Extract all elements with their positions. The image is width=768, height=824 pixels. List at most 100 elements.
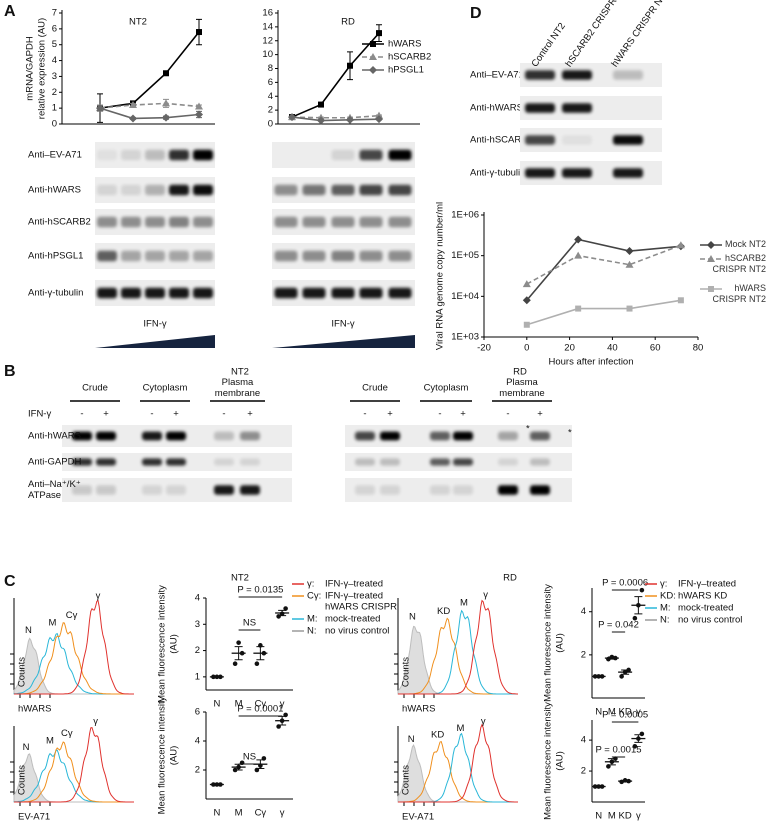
curve-label: N <box>25 625 32 636</box>
blot-band <box>359 287 383 299</box>
error-bar <box>607 758 616 766</box>
histogram-curve <box>14 741 134 803</box>
blot-band <box>302 216 326 228</box>
blot-band <box>525 103 555 113</box>
blot-band <box>388 287 412 299</box>
blot-band <box>145 216 165 228</box>
y-tick-label: 14 <box>262 21 273 32</box>
point <box>632 744 638 749</box>
blot-band <box>562 70 592 80</box>
y-axis-label: Mean fluorescence intensity <box>543 702 554 820</box>
sign-label: + <box>103 409 109 420</box>
blot-band <box>530 431 550 441</box>
y-tick-label: 10 <box>262 49 273 60</box>
sign-label: - <box>363 409 366 420</box>
blot-band <box>430 485 450 495</box>
blot-label: Anti-hWARS <box>28 431 81 442</box>
y-tick-label: 5 <box>52 39 57 50</box>
series-line <box>99 31 200 109</box>
blot-band <box>121 149 141 161</box>
point <box>625 247 634 256</box>
fraction-label: Plasma <box>222 377 254 388</box>
curve-label: N <box>23 742 30 753</box>
chart-title: NT2 <box>129 17 147 28</box>
y-tick-label: 1 <box>195 671 200 682</box>
blot-band <box>214 431 234 441</box>
y-tick-label: 3 <box>52 71 57 82</box>
error-bar <box>621 669 630 675</box>
curve-label: M <box>460 597 468 608</box>
point <box>626 305 633 312</box>
blot-band <box>388 250 412 262</box>
comparison-label: NS <box>243 752 256 763</box>
x-tick-label: γ <box>280 699 285 710</box>
legend-key: γ: <box>307 579 314 590</box>
x-tick-label: M <box>235 808 243 819</box>
y-tick-label: 6 <box>195 707 200 718</box>
y-tick-label: 3 <box>195 619 200 630</box>
blot-band <box>525 70 555 80</box>
blot-band <box>388 149 412 161</box>
point <box>232 661 238 667</box>
series-line <box>99 102 200 109</box>
comparison-label: P = 0.042 <box>598 620 639 631</box>
series-line <box>291 32 380 118</box>
blot-band <box>355 458 375 466</box>
histogram-curve <box>398 599 518 695</box>
x-tick-label: M <box>608 707 616 718</box>
legend-label: hSCARB2 CRISPR NT2 <box>712 253 766 274</box>
hist-marker-label: EV-A71 <box>402 812 434 823</box>
series-line <box>99 107 200 120</box>
sign-label: - <box>506 409 509 420</box>
legend-label: IFN-γ–treated <box>678 579 736 590</box>
blot-band <box>142 458 162 466</box>
fraction-label: membrane <box>499 388 544 399</box>
comparison-label: P = 0.0006 <box>602 578 648 589</box>
point <box>346 115 354 124</box>
x-tick-label: M <box>235 699 243 710</box>
treatment-label: IFN-γ <box>28 409 51 420</box>
point <box>318 101 324 108</box>
legend-label: hWARS KD <box>678 591 727 602</box>
error-bar <box>634 734 643 743</box>
blot-band <box>302 287 326 299</box>
blot-band <box>613 135 643 145</box>
x-tick-label: 40 <box>607 343 618 354</box>
blot-band <box>72 458 92 466</box>
fraction-label: membrane <box>215 388 260 399</box>
point <box>575 305 582 312</box>
legend-label: hPSGL1 <box>388 65 424 76</box>
blot-band <box>169 250 189 262</box>
blot-band <box>145 149 165 161</box>
point <box>347 62 353 69</box>
blot-band <box>613 70 643 80</box>
point <box>236 640 241 645</box>
y-tick-label: 16 <box>262 8 273 19</box>
point <box>574 251 583 259</box>
blot-band <box>166 431 186 441</box>
fraction-label: Crude <box>82 383 108 394</box>
blot-band <box>359 149 383 161</box>
y-tick-label: 2 <box>581 649 586 660</box>
point <box>162 113 170 122</box>
sign-label: + <box>460 409 466 420</box>
blot-band <box>169 216 189 228</box>
sign-label: + <box>173 409 179 420</box>
y-tick-label: 4 <box>581 735 586 746</box>
blot-band <box>302 184 326 196</box>
series-line <box>291 114 380 119</box>
blot-band <box>498 458 518 466</box>
curve-label: N <box>408 734 415 745</box>
blot-band <box>274 250 298 262</box>
x-tick-label: 60 <box>650 343 661 354</box>
blot-band <box>380 485 400 495</box>
y-tick-label: 2 <box>195 765 200 776</box>
histogram-curve <box>14 622 134 695</box>
y-axis-label: Mean fluorescence intensity <box>157 696 168 814</box>
x-tick-label: N <box>213 808 220 819</box>
treatment-label: IFN-γ <box>143 319 166 330</box>
point <box>162 99 170 107</box>
blot-band <box>359 216 383 228</box>
